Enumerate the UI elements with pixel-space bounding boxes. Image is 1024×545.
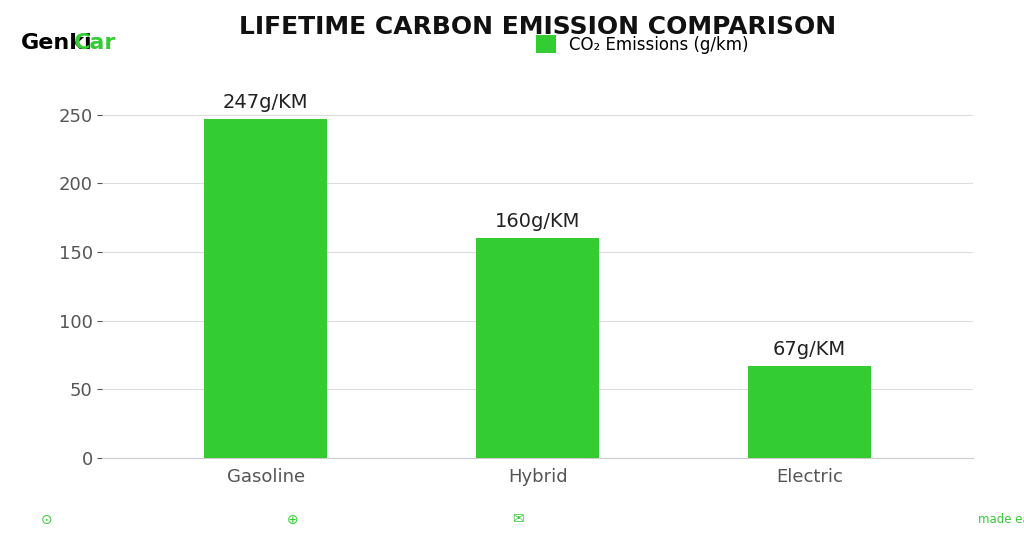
Text: Genki: Genki xyxy=(20,33,92,53)
Text: www.GenkiCar.jp: www.GenkiCar.jp xyxy=(317,513,417,526)
Text: ⊙: ⊙ xyxy=(41,512,52,526)
Bar xyxy=(476,238,599,458)
Text: made easy.: made easy. xyxy=(978,513,1024,526)
Bar xyxy=(749,366,870,458)
Text: Aichi-ken, Nagoya, Japan: Aichi-ken, Nagoya, Japan xyxy=(72,513,219,526)
Text: Info@genkicar.jp: Info@genkicar.jp xyxy=(543,513,641,526)
Text: ✉: ✉ xyxy=(512,512,523,526)
Text: 247g/KM: 247g/KM xyxy=(223,93,308,112)
Title: LIFETIME CARBON EMISSION COMPARISON: LIFETIME CARBON EMISSION COMPARISON xyxy=(239,15,837,39)
Bar xyxy=(205,119,327,458)
Text: 160g/KM: 160g/KM xyxy=(495,213,581,231)
Text: Second-hand cars in Japan for foreigners: Second-hand cars in Japan for foreigners xyxy=(737,513,982,526)
Legend: CO₂ Emissions (g/km): CO₂ Emissions (g/km) xyxy=(529,29,755,60)
Text: Car: Car xyxy=(74,33,116,53)
Text: 67g/KM: 67g/KM xyxy=(773,340,846,359)
Text: ⊕: ⊕ xyxy=(287,512,298,526)
